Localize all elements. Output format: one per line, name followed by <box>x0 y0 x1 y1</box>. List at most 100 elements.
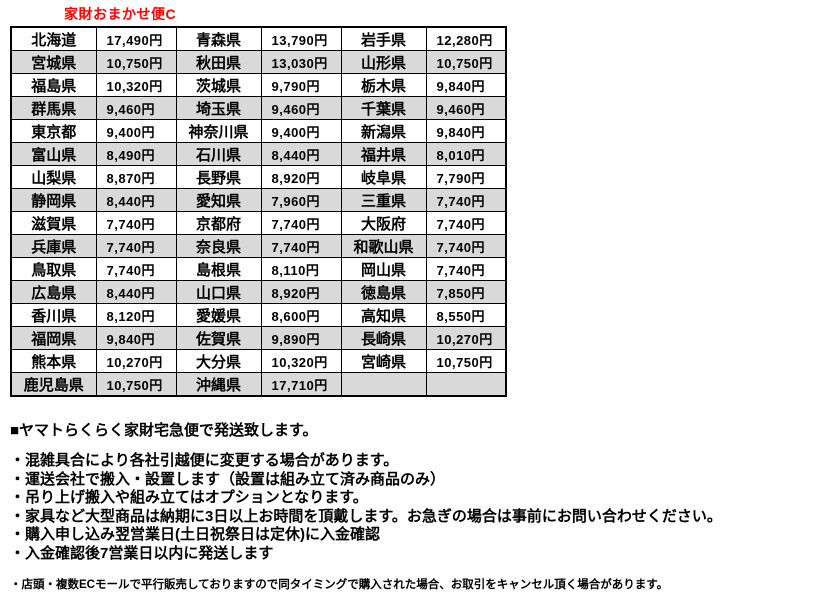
price-cell: 7,960円 <box>260 188 342 212</box>
price-cell: 7,740円 <box>95 234 177 258</box>
table-row: 鳥取県 7,740円 島根県 8,110円 岡山県 7,740円 <box>10 257 507 281</box>
price-cell: 7,740円 <box>260 211 342 235</box>
table-row: 福島県 10,320円 茨城県 9,790円 栃木県 9,840円 <box>10 73 507 97</box>
prefecture-cell: 岩手県 <box>340 26 427 51</box>
price-cell: 9,840円 <box>95 326 177 350</box>
prefecture-cell: 石川県 <box>175 142 262 166</box>
prefecture-cell: 群馬県 <box>10 96 97 120</box>
prefecture-cell: 福島県 <box>10 73 97 97</box>
price-cell: 7,790円 <box>425 165 507 189</box>
prefecture-cell: 香川県 <box>10 303 97 327</box>
shipping-notes: ■ヤマトらくらく家財宅急便で発送致します。 ・混雑具合により各社引越便に変更する… <box>10 419 822 592</box>
price-cell: 10,750円 <box>95 50 177 74</box>
price-cell: 10,320円 <box>260 349 342 373</box>
prefecture-cell: 富山県 <box>10 142 97 166</box>
prefecture-cell: 栃木県 <box>340 73 427 97</box>
price-cell: 7,740円 <box>95 257 177 281</box>
prefecture-cell: 滋賀県 <box>10 211 97 235</box>
table-row: 熊本県 10,270円 大分県 10,320円 宮崎県 10,750円 <box>10 349 507 373</box>
prefecture-cell: 三重県 <box>340 188 427 212</box>
price-cell: 10,320円 <box>95 73 177 97</box>
price-cell: 9,890円 <box>260 326 342 350</box>
prefecture-cell: 東京都 <box>10 119 97 143</box>
prefecture-cell: 徳島県 <box>340 280 427 304</box>
prefecture-cell: 岡山県 <box>340 257 427 281</box>
table-row: 兵庫県 7,740円 奈良県 7,740円 和歌山県 7,740円 <box>10 234 507 258</box>
prefecture-cell: 神奈川県 <box>175 119 262 143</box>
price-cell: 8,440円 <box>260 142 342 166</box>
price-cell: 13,790円 <box>260 26 342 51</box>
price-cell: 8,110円 <box>260 257 342 281</box>
price-cell: 9,460円 <box>425 96 507 120</box>
table-row: 滋賀県 7,740円 京都府 7,740円 大阪府 7,740円 <box>10 211 507 235</box>
price-cell: 7,740円 <box>95 211 177 235</box>
price-cell: 7,740円 <box>425 257 507 281</box>
price-cell: 7,740円 <box>425 234 507 258</box>
prefecture-cell: 茨城県 <box>175 73 262 97</box>
prefecture-cell: 山形県 <box>340 50 427 74</box>
prefecture-cell: 長崎県 <box>340 326 427 350</box>
shipping-plan-title: 家財おまかせ便C <box>64 6 177 22</box>
notes-heading: ■ヤマトらくらく家財宅急便で発送致します。 <box>10 422 318 439</box>
note-bullet: ・購入申し込み翌営業日(土日祝祭日は定休)に入金確認 <box>10 526 380 544</box>
note-bullet: ・家具など大型商品は納期に3日以上お時間を頂戴します。お急ぎの場合は事前にお問い… <box>10 507 722 525</box>
prefecture-cell: 長野県 <box>175 165 262 189</box>
prefecture-cell: 佐賀県 <box>175 326 262 350</box>
price-cell: 8,600円 <box>260 303 342 327</box>
price-cell: 9,400円 <box>260 119 342 143</box>
price-cell: 9,840円 <box>425 119 507 143</box>
prefecture-cell: 宮崎県 <box>340 349 427 373</box>
prefecture-cell: 埼玉県 <box>175 96 262 120</box>
note-bullet: ・混雑具合により各社引越便に変更する場合があります。 <box>10 452 399 469</box>
price-cell: 8,920円 <box>260 165 342 189</box>
price-cell <box>425 372 507 397</box>
table-row: 宮城県 10,750円 秋田県 13,030円 山形県 10,750円 <box>10 50 507 74</box>
note-bullet: ・入金確認後7営業日以内に発送します <box>10 544 274 562</box>
price-cell: 7,740円 <box>425 211 507 235</box>
prefecture-cell: 熊本県 <box>10 349 97 373</box>
price-cell: 8,440円 <box>95 280 177 304</box>
prefecture-cell <box>340 372 427 397</box>
price-cell: 9,400円 <box>95 119 177 143</box>
table-row: 福岡県 9,840円 佐賀県 9,890円 長崎県 10,270円 <box>10 326 507 350</box>
price-cell: 7,740円 <box>260 234 342 258</box>
price-cell: 9,790円 <box>260 73 342 97</box>
prefecture-cell: 広島県 <box>10 280 97 304</box>
prefecture-cell: 山口県 <box>175 280 262 304</box>
price-cell: 10,750円 <box>425 50 507 74</box>
price-cell: 10,750円 <box>95 372 177 397</box>
price-cell: 17,490円 <box>95 26 177 51</box>
table-row: 群馬県 9,460円 埼玉県 9,460円 千葉県 9,460円 <box>10 96 507 120</box>
table-row: 鹿児島県 10,750円 沖縄県 17,710円 <box>10 372 507 397</box>
price-cell: 8,490円 <box>95 142 177 166</box>
prefecture-cell: 岐阜県 <box>340 165 427 189</box>
notes-list: ・混雑具合により各社引越便に変更する場合があります。 ・運送会社で搬入・設置します… <box>10 452 822 564</box>
prefecture-cell: 奈良県 <box>175 234 262 258</box>
table-row: 北海道 17,490円 青森県 13,790円 岩手県 12,280円 <box>10 26 507 51</box>
prefecture-cell: 福井県 <box>340 142 427 166</box>
price-cell: 8,870円 <box>95 165 177 189</box>
table-row: 広島県 8,440円 山口県 8,920円 徳島県 7,850円 <box>10 280 507 304</box>
price-cell: 8,010円 <box>425 142 507 166</box>
prefecture-cell: 静岡県 <box>10 188 97 212</box>
prefecture-cell: 兵庫県 <box>10 234 97 258</box>
price-cell: 13,030円 <box>260 50 342 74</box>
prefecture-cell: 秋田県 <box>175 50 262 74</box>
price-cell: 8,920円 <box>260 280 342 304</box>
price-cell: 9,460円 <box>95 96 177 120</box>
note-bullet: ・運送会社で搬入・設置します（設置は組み立て済み商品のみ） <box>10 470 446 488</box>
price-cell: 8,550円 <box>425 303 507 327</box>
price-cell: 12,280円 <box>425 26 507 51</box>
price-cell: 8,440円 <box>95 188 177 212</box>
price-cell: 17,710円 <box>260 372 342 397</box>
prefecture-cell: 福岡県 <box>10 326 97 350</box>
price-cell: 10,270円 <box>95 349 177 373</box>
price-cell: 8,120円 <box>95 303 177 327</box>
table-row: 香川県 8,120円 愛媛県 8,600円 高知県 8,550円 <box>10 303 507 327</box>
prefecture-cell: 和歌山県 <box>340 234 427 258</box>
prefecture-cell: 千葉県 <box>340 96 427 120</box>
table-row: 富山県 8,490円 石川県 8,440円 福井県 8,010円 <box>10 142 507 166</box>
prefecture-cell: 愛知県 <box>175 188 262 212</box>
table-row: 静岡県 8,440円 愛知県 7,960円 三重県 7,740円 <box>10 188 507 212</box>
